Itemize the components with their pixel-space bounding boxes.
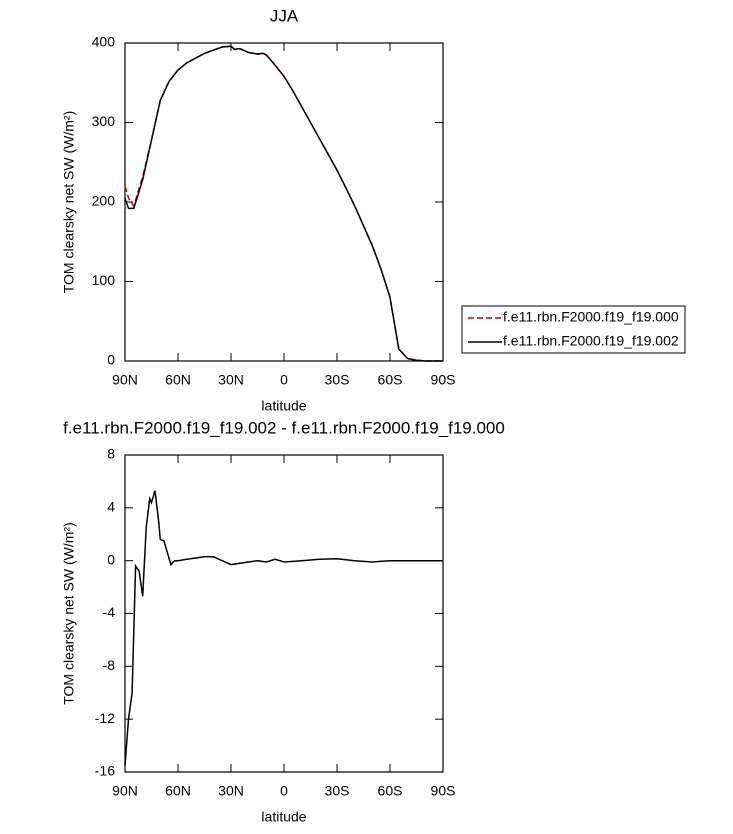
data-line [124,45,443,362]
y-tick-label: -16 [95,763,115,779]
legend-label: f.e11.rbn.F2000.f19_f19.002 [503,333,679,349]
x-tick-label: 90N [112,372,138,388]
y-axis-label: TOM clearsky net SW (W/m²) [61,111,77,294]
y-tick-label: 100 [92,272,116,288]
y-tick-label: 4 [107,499,115,515]
y-tick-label: 200 [92,193,116,209]
x-tick-label: 90N [112,783,138,799]
x-tick-label: 90S [431,372,456,388]
legend-label: f.e11.rbn.F2000.f19_f19.000 [503,309,679,325]
data-line [124,45,443,362]
x-tick-label: 30S [325,783,350,799]
x-tick-label: 60S [378,783,403,799]
x-tick-label: 60S [378,372,403,388]
plot-frame [124,454,444,773]
plot-frame [124,42,444,362]
data-line [124,490,443,766]
x-tick-label: 60N [165,783,191,799]
y-tick-label: 8 [107,446,115,462]
y-axis-label: TOM clearsky net SW (W/m²) [61,522,77,705]
x-tick-label: 60N [165,372,191,388]
x-tick-label: 30N [218,372,244,388]
x-tick-label: 0 [280,783,288,799]
y-tick-label: -4 [103,604,116,620]
y-tick-label: 300 [92,113,116,129]
legend-box [461,305,686,354]
y-tick-label: -12 [95,710,115,726]
x-tick-label: 0 [280,372,288,388]
x-tick-label: 30N [218,783,244,799]
x-axis-label: latitude [261,809,306,825]
chart-title: f.e11.rbn.F2000.f19_f19.002 - f.e11.rbn.… [63,418,505,437]
chart-title: JJA [270,6,299,25]
y-tick-label: 400 [92,34,116,50]
x-tick-label: 30S [325,372,350,388]
y-tick-label: 0 [107,352,115,368]
x-tick-label: 90S [431,783,456,799]
y-tick-label: 0 [107,551,115,567]
y-tick-label: -8 [103,657,116,673]
x-axis-label: latitude [261,398,306,414]
